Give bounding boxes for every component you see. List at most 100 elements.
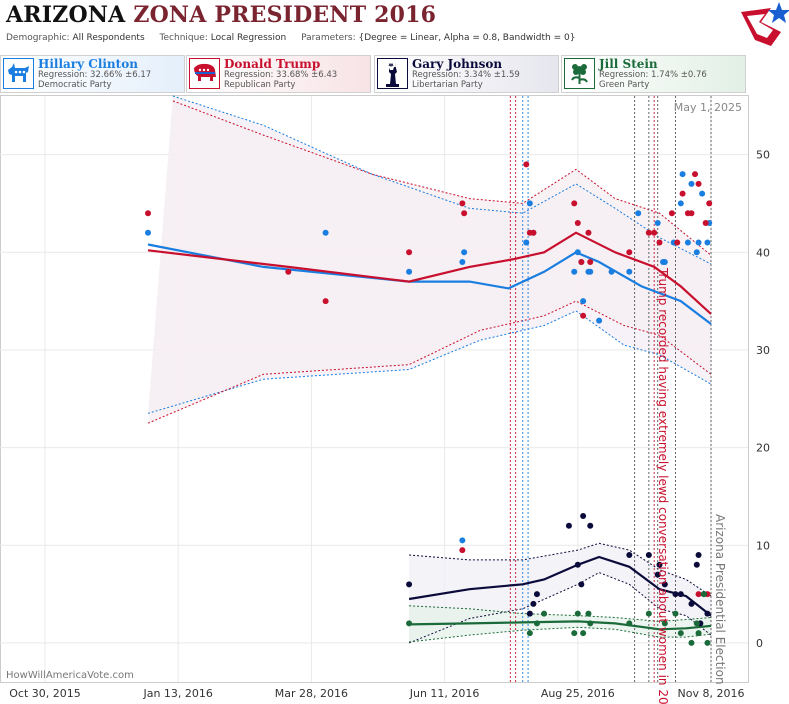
poll-point	[580, 312, 587, 319]
candidate-card-stein[interactable]: Jill Stein Regression: 1.74% ±0.76 Green…	[561, 55, 746, 93]
poll-point	[145, 210, 152, 217]
poll-point	[654, 219, 661, 226]
chart-date-label: May 1, 2025	[674, 101, 742, 114]
poll-point	[688, 639, 695, 646]
annotation-label: Arizona Presidential Election	[713, 514, 727, 685]
poll-point	[688, 180, 695, 187]
poll-points	[145, 161, 713, 646]
regression-line	[147, 231, 712, 315]
technique-label: Technique:	[159, 33, 208, 43]
poll-point	[526, 200, 533, 207]
poll-point	[571, 200, 578, 207]
regression-lines	[147, 231, 712, 631]
x-tick-label: Aug 25, 2016	[541, 687, 615, 700]
lower-bound-line	[147, 310, 712, 414]
annotation-label: Trump recorded having extremely lewd con…	[656, 267, 670, 704]
chart-parameters: Demographic: All Respondents Technique: …	[6, 33, 575, 43]
poll-point	[700, 591, 707, 598]
candidate-regression: Regression: 32.66% ±6.17	[38, 70, 152, 80]
poll-point	[406, 581, 413, 588]
candidate-card-trump[interactable]: Donald Trump Regression: 33.68% ±6.43 Re…	[186, 55, 371, 93]
poll-point	[574, 249, 581, 256]
candidate-party: Green Party	[599, 80, 650, 90]
poll-point	[587, 620, 594, 627]
poll-point	[684, 239, 691, 246]
poll-point	[704, 639, 711, 646]
x-tick-label: Jun 11, 2016	[409, 687, 480, 700]
poll-point	[145, 229, 152, 236]
poll-point	[574, 219, 581, 226]
poll-point	[679, 171, 686, 178]
elephant-icon	[189, 58, 220, 89]
poll-point	[661, 581, 668, 588]
poll-point	[626, 268, 633, 275]
poll-point	[580, 298, 587, 305]
poll-point	[645, 229, 652, 236]
poll-point	[533, 591, 540, 598]
poll-point	[608, 268, 615, 275]
technique-value: Local Regression	[210, 33, 287, 43]
poll-point	[677, 200, 684, 207]
poll-point	[626, 552, 633, 559]
candidate-party: Libertarian Party	[412, 80, 483, 90]
y-tick-label: 10	[756, 539, 770, 552]
parameters-label: Parameters:	[301, 33, 356, 43]
upper-bound-line	[172, 95, 712, 265]
demographic-label: Demographic:	[6, 33, 70, 43]
poll-point	[596, 317, 603, 324]
poll-point	[692, 171, 699, 178]
poll-point	[695, 591, 702, 598]
candidate-name: Donald Trump	[224, 57, 321, 71]
poll-point	[461, 210, 468, 217]
poll-point	[695, 239, 702, 246]
poll-point	[693, 561, 700, 568]
poll-point	[699, 190, 706, 197]
poll-point	[585, 610, 592, 617]
candidate-regression: Regression: 3.34% ±1.59	[412, 70, 520, 80]
poll-point	[574, 561, 581, 568]
poll-point	[530, 600, 537, 607]
poll-point	[677, 630, 684, 637]
lower-bound-line	[409, 626, 712, 643]
regression-line	[409, 620, 712, 631]
title-state: ARIZONA	[6, 2, 126, 28]
poll-point	[406, 268, 413, 275]
candidate-card-clinton[interactable]: Hillary Clinton Regression: 32.66% ±6.17…	[0, 55, 185, 93]
poll-point	[322, 298, 329, 305]
poll-point	[571, 268, 578, 275]
poll-point	[585, 229, 592, 236]
poll-point	[541, 610, 548, 617]
poll-point	[693, 249, 700, 256]
poll-point	[695, 180, 702, 187]
poll-point	[526, 630, 533, 637]
candidate-regression: Regression: 33.68% ±6.43	[224, 70, 338, 80]
candidate-party: Republican Party	[224, 80, 296, 90]
poll-point	[322, 229, 329, 236]
poll-point	[695, 630, 702, 637]
statue-of-liberty-icon	[377, 58, 408, 89]
poll-point	[459, 537, 466, 544]
poll-point	[645, 552, 652, 559]
poll-point	[674, 239, 681, 246]
event-lines	[509, 96, 712, 682]
poll-point	[635, 210, 642, 217]
plot-frame	[0, 95, 749, 683]
poll-point	[693, 620, 700, 627]
poll-point	[626, 249, 633, 256]
y-tick-label: 0	[756, 637, 763, 650]
poll-point	[688, 600, 695, 607]
x-tick-label: Jan 13, 2016	[142, 687, 212, 700]
poll-point	[695, 552, 702, 559]
poll-point	[645, 610, 652, 617]
regression-line	[408, 555, 712, 617]
poll-point	[661, 620, 668, 627]
poll-point	[651, 229, 658, 236]
chart-annotations: Trump recorded having extremely lewd con…	[656, 267, 727, 704]
candidate-card-johnson[interactable]: Gary Johnson Regression: 3.34% ±1.59 Lib…	[374, 55, 559, 93]
candidate-legend: Hillary Clinton Regression: 32.66% ±6.17…	[0, 55, 789, 93]
poll-point	[661, 259, 668, 266]
poll-point	[656, 239, 663, 246]
y-axis: 0 10 20 30 40 50	[756, 149, 770, 650]
chart-header: ARIZONA ZONA PRESIDENT 2016 Demographic:…	[0, 0, 789, 54]
confidence-band	[148, 100, 711, 424]
